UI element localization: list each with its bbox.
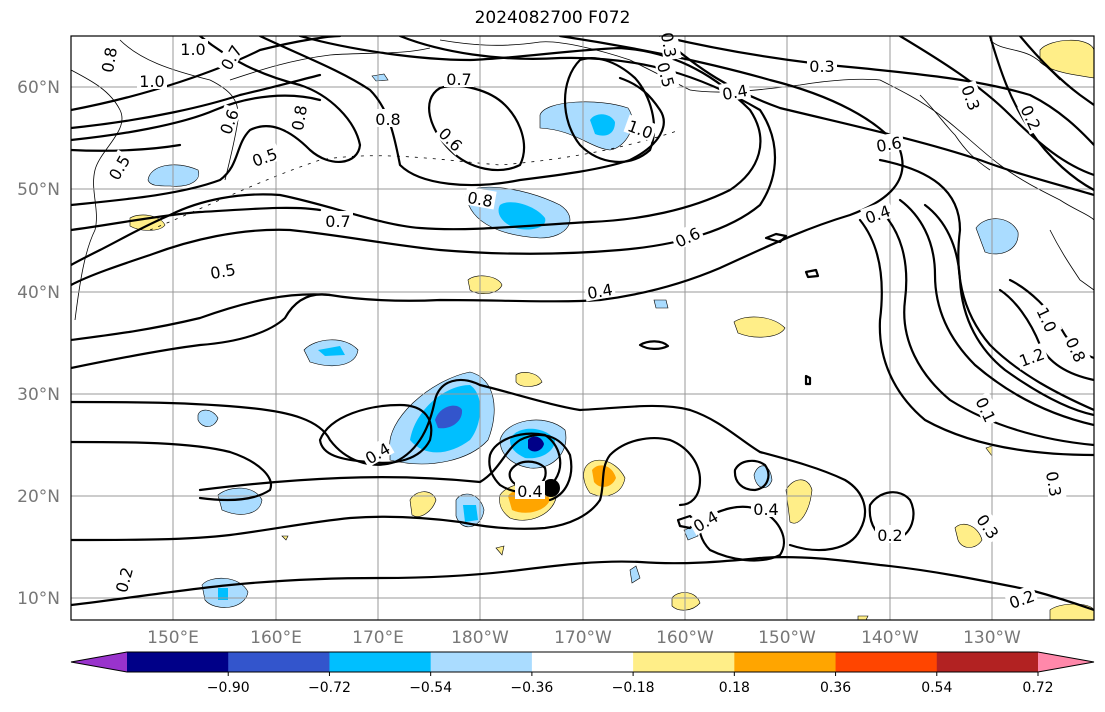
colorbar-segment xyxy=(430,652,533,672)
contour-label: 0.8 xyxy=(98,46,121,74)
colorbar-segment xyxy=(633,652,735,672)
lon-label: 150°W xyxy=(758,628,816,648)
lon-label: 170°W xyxy=(554,628,612,648)
contour-label: 0.5 xyxy=(209,260,237,283)
lat-label: 40°N xyxy=(17,283,60,303)
colorbar-segment xyxy=(531,652,634,672)
contour-lines xyxy=(71,36,1094,612)
lat-label: 50°N xyxy=(17,180,60,200)
contour-label: 0.4 xyxy=(721,81,749,104)
colorbar-tick-label: 0.36 xyxy=(820,680,851,696)
colorbar-segment xyxy=(936,652,1039,672)
contour-label: 0.6 xyxy=(875,133,903,156)
contour-label: 0.4 xyxy=(586,280,614,303)
contour-label: 0.7 xyxy=(325,212,350,231)
colorbar-tick-label: −0.90 xyxy=(207,680,250,696)
contour-label: 0.4 xyxy=(753,500,778,519)
contour-label: 0.8 xyxy=(375,110,400,129)
colorbar-segment xyxy=(329,652,432,672)
contour-label: 0.3 xyxy=(1042,470,1065,498)
colorbar-tick-label: 0.54 xyxy=(921,680,952,696)
lat-label: 20°N xyxy=(17,487,60,507)
contour-label: 1.0 xyxy=(180,40,205,59)
lon-label: 160°E xyxy=(250,628,302,648)
colorbar-tick-label: −0.54 xyxy=(409,680,452,696)
contour-label: 1.0 xyxy=(139,72,164,91)
lat-label: 30°N xyxy=(17,385,60,405)
colorbar-segment xyxy=(734,652,837,672)
contour-label: 0.3 xyxy=(809,57,834,76)
colorbar-segment xyxy=(228,652,330,672)
colorbar: −0.90 −0.72 −0.54 −0.36 −0.18 0.18 0.36 0.54 0.7… xyxy=(70,651,1095,696)
colorbar-tick-label: 0.72 xyxy=(1022,680,1053,696)
gridlines xyxy=(71,36,1094,620)
lon-label: 170°E xyxy=(352,628,404,648)
colorbar-tick-label: −0.72 xyxy=(308,680,351,696)
storm-marker xyxy=(542,479,560,497)
contour-label: 0.4 xyxy=(517,482,542,501)
contour-label: 0.7 xyxy=(446,70,471,89)
colorbar-tick-label: −0.18 xyxy=(612,680,655,696)
colorbar-segment xyxy=(835,652,938,672)
contour-label: 0.2 xyxy=(877,526,902,545)
colorbar-tick-label: 0.18 xyxy=(719,680,750,696)
contour-label: 0.3 xyxy=(657,31,680,59)
lon-label: 140°W xyxy=(861,628,919,648)
contour-label: 0.8 xyxy=(288,104,311,132)
contour-label: 0.8 xyxy=(466,188,494,211)
lon-label: 160°W xyxy=(656,628,714,648)
lon-label: 180°W xyxy=(451,628,509,648)
lat-label: 60°N xyxy=(17,78,60,98)
lat-axis: 60°N 50°N 40°N 30°N 20°N 10°N xyxy=(17,78,60,609)
colorbar-extend-high xyxy=(1038,652,1094,672)
lat-label: 10°N xyxy=(17,589,60,609)
map-title: 2024082700 F072 xyxy=(474,8,631,28)
lon-label: 130°W xyxy=(963,628,1021,648)
map-frame xyxy=(70,35,1095,621)
lon-label: 150°E xyxy=(147,628,199,648)
contour-labels: 1.01.00.8 0.70.60.50.50.80.70.60.80.81.00… xyxy=(96,28,1092,613)
colorbar-tick-label: −0.36 xyxy=(510,680,553,696)
lon-axis: 150°E 160°E 170°E 180°W 170°W 160°W 150°… xyxy=(147,628,1021,648)
colorbar-segment xyxy=(127,652,229,672)
colorbar-extend-low xyxy=(71,652,127,672)
